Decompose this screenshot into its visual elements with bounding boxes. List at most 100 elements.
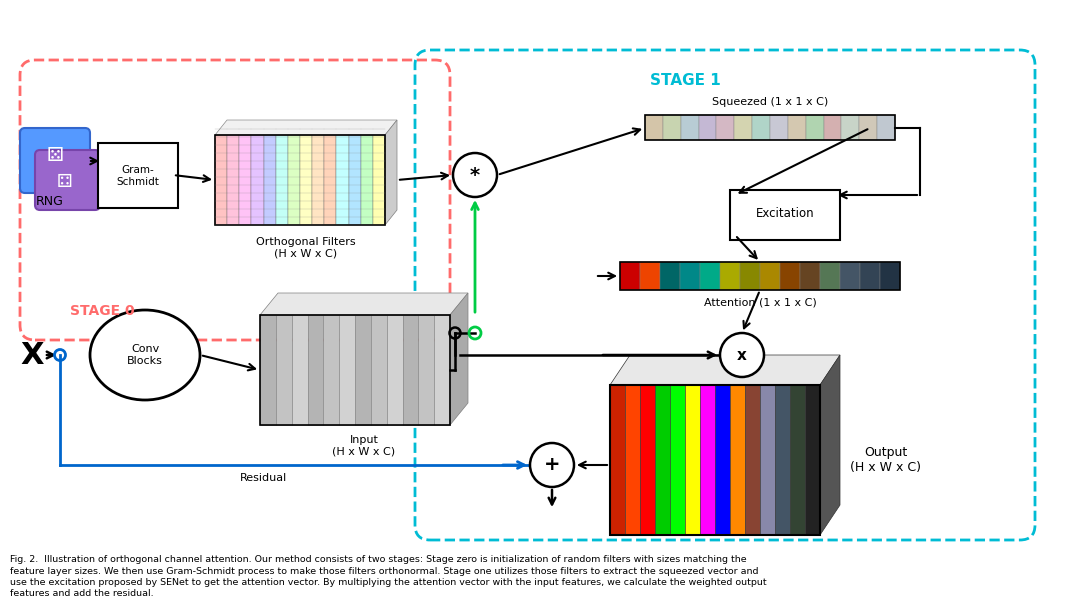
Text: Orthogonal Filters
(H x W x C): Orthogonal Filters (H x W x C)	[256, 237, 355, 259]
FancyBboxPatch shape	[21, 128, 90, 193]
Bar	[324, 135, 337, 225]
Bar	[760, 262, 780, 290]
Circle shape	[530, 443, 573, 487]
Text: X: X	[21, 340, 44, 370]
Bar	[227, 135, 240, 225]
Text: STAGE 1: STAGE 1	[650, 73, 720, 88]
Bar	[275, 135, 288, 225]
Bar	[240, 135, 252, 225]
Bar	[215, 135, 384, 225]
Polygon shape	[215, 120, 397, 135]
Bar	[227, 135, 240, 225]
Bar	[292, 315, 308, 425]
Text: Excitation: Excitation	[756, 207, 814, 220]
Bar	[308, 315, 323, 425]
Bar	[806, 115, 824, 140]
Bar	[745, 385, 760, 535]
Bar	[663, 115, 680, 140]
Circle shape	[720, 333, 764, 377]
Bar	[215, 135, 227, 225]
Bar	[880, 262, 900, 290]
Bar	[300, 135, 312, 225]
Polygon shape	[384, 120, 397, 225]
Bar	[349, 135, 361, 225]
Bar	[403, 315, 418, 425]
Bar	[355, 315, 370, 425]
Bar	[620, 262, 900, 290]
Bar	[820, 262, 840, 290]
Bar	[716, 115, 734, 140]
Text: +: +	[543, 456, 561, 475]
Bar	[760, 385, 775, 535]
Text: features and add the residual.: features and add the residual.	[10, 589, 153, 598]
Bar	[660, 262, 680, 290]
Bar	[288, 135, 300, 225]
Bar	[324, 135, 337, 225]
Text: use the excitation proposed by SENet to get the attention vector. By multiplying: use the excitation proposed by SENet to …	[10, 578, 767, 587]
Bar	[337, 135, 349, 225]
Bar	[260, 315, 275, 425]
Text: Output
(H x W x C): Output (H x W x C)	[850, 446, 921, 474]
Ellipse shape	[90, 310, 200, 400]
Bar	[264, 135, 275, 225]
Bar	[860, 262, 880, 290]
Text: Attention (1 x 1 x C): Attention (1 x 1 x C)	[704, 298, 816, 308]
Bar	[418, 315, 434, 425]
Bar	[654, 385, 670, 535]
Bar	[252, 135, 264, 225]
Bar	[264, 135, 275, 225]
Bar	[645, 115, 663, 140]
Bar	[275, 135, 288, 225]
Bar	[300, 135, 312, 225]
Text: RNG: RNG	[36, 195, 64, 209]
Bar	[252, 135, 264, 225]
Bar	[841, 115, 860, 140]
Bar	[670, 385, 685, 535]
Bar	[625, 385, 640, 535]
Text: ⚄: ⚄	[46, 146, 64, 165]
Bar	[685, 385, 700, 535]
Bar	[805, 385, 820, 535]
Bar	[699, 115, 716, 140]
Bar	[789, 385, 805, 535]
Text: Input
(H x W x C): Input (H x W x C)	[333, 435, 395, 457]
Circle shape	[453, 153, 497, 197]
Bar	[700, 385, 715, 535]
Bar	[610, 385, 625, 535]
Bar	[337, 135, 349, 225]
Bar	[640, 385, 654, 535]
Bar	[775, 385, 789, 535]
Polygon shape	[610, 355, 840, 385]
Bar	[720, 262, 740, 290]
Polygon shape	[820, 355, 840, 535]
Bar	[275, 315, 292, 425]
Bar	[312, 135, 324, 225]
Bar	[800, 262, 820, 290]
Text: STAGE 0: STAGE 0	[70, 304, 135, 318]
Bar	[740, 262, 760, 290]
Bar	[640, 262, 660, 290]
Bar	[840, 262, 860, 290]
FancyBboxPatch shape	[98, 143, 178, 208]
Text: x: x	[737, 348, 747, 362]
Bar	[860, 115, 877, 140]
Bar	[730, 385, 745, 535]
FancyBboxPatch shape	[35, 150, 100, 210]
Text: Squeezed (1 x 1 x C): Squeezed (1 x 1 x C)	[712, 97, 828, 107]
Bar	[339, 315, 355, 425]
Bar	[240, 135, 252, 225]
Bar	[260, 315, 450, 425]
Bar	[312, 135, 324, 225]
FancyBboxPatch shape	[730, 190, 840, 240]
Bar	[373, 135, 384, 225]
Bar	[715, 385, 730, 535]
Text: *: *	[470, 165, 481, 184]
Bar	[373, 135, 384, 225]
Bar	[215, 135, 227, 225]
Bar	[361, 135, 373, 225]
Bar	[877, 115, 895, 140]
Bar	[620, 262, 640, 290]
Text: feature layer sizes. We then use Gram-Schmidt process to make those filters orth: feature layer sizes. We then use Gram-Sc…	[10, 567, 758, 575]
Bar	[361, 135, 373, 225]
Bar	[787, 115, 806, 140]
